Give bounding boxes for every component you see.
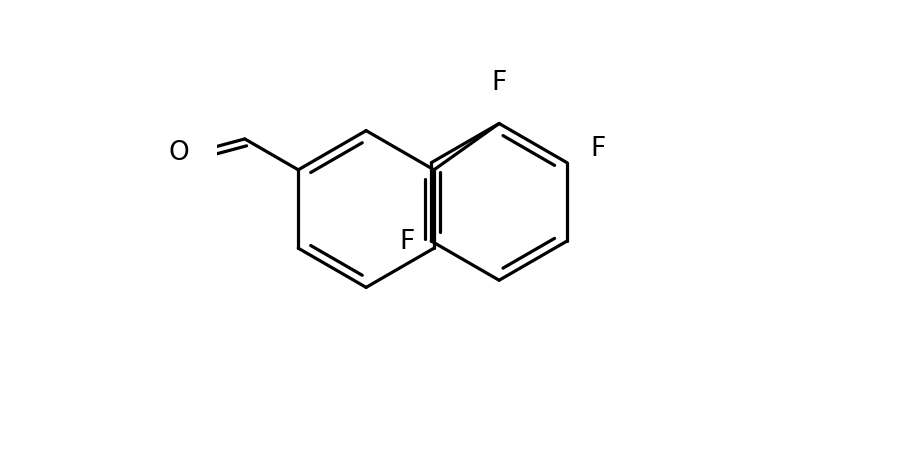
Text: F: F	[491, 70, 507, 96]
Text: O: O	[168, 140, 189, 166]
Text: F: F	[591, 136, 607, 162]
Text: F: F	[400, 229, 415, 255]
